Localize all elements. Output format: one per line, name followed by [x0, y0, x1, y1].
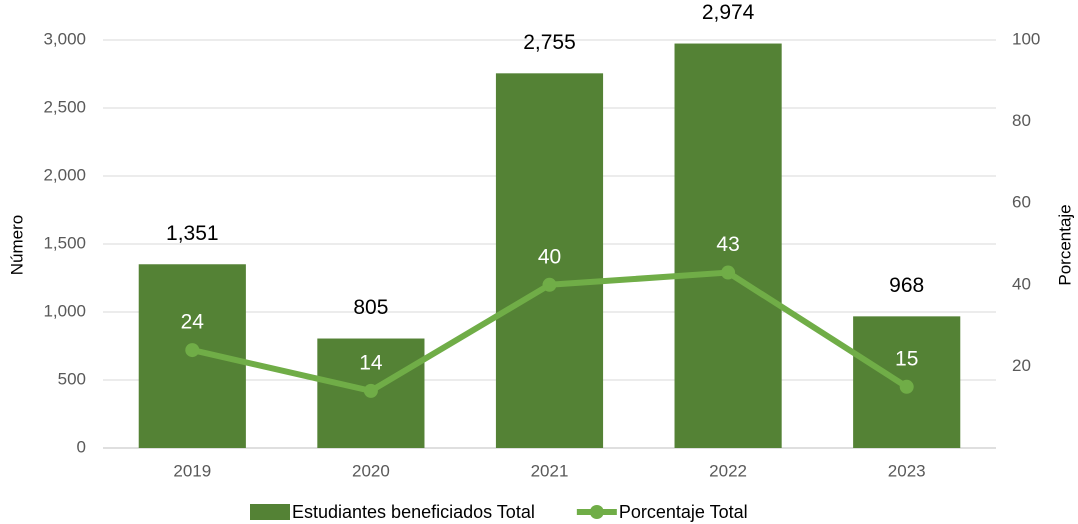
bar: [674, 43, 782, 448]
line-point: [363, 383, 378, 398]
data-label: 14: [359, 351, 383, 374]
data-label: 40: [538, 245, 561, 268]
y2-tick-label: 80: [1012, 111, 1031, 130]
y-tick-label: 500: [58, 369, 86, 388]
line-point: [542, 277, 557, 292]
data-label: 15: [895, 347, 918, 370]
y-tick-label: 0: [77, 437, 86, 456]
y-axis-title: Número: [7, 215, 26, 275]
x-tick-label: 2023: [888, 461, 926, 480]
legend-label: Porcentaje Total: [619, 502, 748, 522]
x-tick-label: 2021: [531, 461, 569, 480]
data-label: 1,351: [166, 222, 219, 245]
y2-tick-label: 100: [1012, 29, 1040, 48]
line-point: [721, 265, 736, 280]
y2-tick-label: 60: [1012, 193, 1031, 212]
line-point: [185, 343, 200, 358]
legend-swatch-marker: [589, 505, 604, 519]
y2-tick-label: 20: [1012, 356, 1031, 375]
y-tick-label: 3,000: [43, 29, 86, 48]
bar: [495, 73, 604, 448]
y2-tick-label: 40: [1012, 274, 1031, 293]
y-tick-label: 2,500: [43, 97, 86, 116]
data-label: 43: [716, 233, 739, 256]
x-tick-label: 2020: [352, 461, 390, 480]
line-point: [899, 379, 914, 394]
legend-label: Estudiantes beneficiados Total: [292, 502, 535, 522]
data-label: 805: [353, 296, 388, 319]
data-label: 968: [889, 274, 924, 297]
data-label: 24: [181, 311, 205, 334]
y-tick-label: 1,000: [43, 301, 86, 320]
y2-axis-title: Porcentaje: [1055, 204, 1074, 285]
legend-swatch: [250, 504, 290, 520]
data-label: 2,974: [702, 1, 755, 24]
data-label: 2,755: [523, 31, 576, 54]
x-tick-label: 2022: [709, 461, 747, 480]
x-tick-label: 2019: [173, 461, 211, 480]
y-tick-label: 1,500: [43, 233, 86, 252]
y-tick-label: 2,000: [43, 165, 86, 184]
